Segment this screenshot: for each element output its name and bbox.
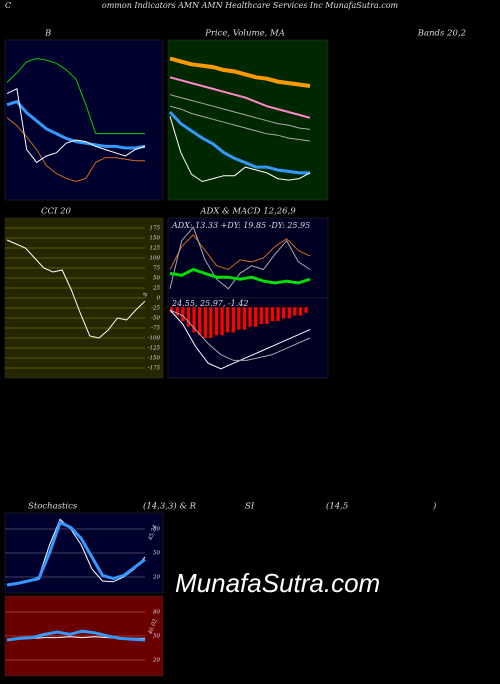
- indicator-line: [169, 226, 311, 290]
- panel-title: Bands 20,2: [417, 29, 466, 39]
- panel: [167, 297, 329, 379]
- panel-title: B: [44, 29, 51, 39]
- y-tick-label: 80: [153, 610, 160, 616]
- annotation: ADX: 13.33 +DY: 19.85 -DY: 25.95: [171, 221, 310, 230]
- panel-title: CCI 20: [41, 207, 71, 217]
- y-tick-label: 20: [152, 575, 160, 581]
- macd-bar: [226, 307, 230, 333]
- y-tick-label: 100: [150, 256, 161, 262]
- indicator-line: [169, 309, 311, 361]
- panel-title: ): [432, 501, 436, 512]
- macd-bar: [231, 307, 235, 333]
- macd-bar: [265, 307, 269, 325]
- macd-bar: [198, 307, 202, 336]
- macd-bar: [304, 307, 308, 313]
- panel-title: (14,3,3) & R: [143, 501, 197, 512]
- y-tick-label: 175: [150, 226, 161, 232]
- panel-title: (14,5: [326, 501, 348, 512]
- panel-title: Price, Volume, MA: [204, 29, 285, 39]
- y-tick-label: 25: [152, 286, 160, 292]
- macd-bar: [259, 307, 263, 325]
- indicator-line: [6, 88, 146, 164]
- y-tick-label: 150: [150, 236, 161, 242]
- y-tick-label: 50: [153, 634, 160, 640]
- indicator-line: [6, 57, 145, 135]
- y-tick-label: 50: [153, 276, 160, 282]
- macd-bar: [209, 307, 213, 338]
- macd-bar: [181, 307, 185, 322]
- macd-bar: [293, 307, 297, 316]
- y-tick-label: 75: [153, 266, 160, 272]
- indicator-line: [6, 629, 146, 642]
- indicator-line: [169, 94, 311, 130]
- y-tick-label: -175: [148, 366, 161, 372]
- y-tick-label: 125: [150, 246, 161, 252]
- y-tick-label: -50: [151, 316, 160, 322]
- annotation: 45.74: [147, 524, 159, 542]
- y-tick-label: -100: [148, 336, 161, 342]
- panel-title: SI: [245, 502, 255, 512]
- y-tick-label: 80: [153, 527, 160, 533]
- annotation: 24.55, 25.97, -1.42: [171, 299, 249, 308]
- indicator-line: [169, 116, 311, 183]
- y-tick-label: -150: [148, 356, 161, 362]
- indicator-line: [169, 105, 311, 142]
- panel-title: ADX & MACD 12,26,9: [199, 207, 296, 217]
- panel: [4, 39, 164, 201]
- macd-bar: [214, 307, 219, 336]
- header-title: ommon Indicators AMN AMN Healthcare Serv…: [102, 1, 399, 10]
- macd-bar: [192, 307, 196, 333]
- macd-bar: [186, 307, 191, 327]
- panel: [167, 217, 329, 299]
- macd-bar: [220, 307, 224, 336]
- indicator-line: [169, 56, 311, 88]
- indicator-line: [6, 117, 145, 183]
- macd-bar: [298, 307, 303, 316]
- y-tick-label: -25: [151, 306, 160, 312]
- macd-bar: [242, 307, 247, 330]
- y-tick-label: -75: [151, 326, 160, 332]
- macd-bar: [282, 307, 286, 319]
- indicator-line: [6, 520, 146, 587]
- header-c: C: [5, 1, 11, 10]
- macd-bar: [248, 307, 252, 327]
- macd-bar: [170, 307, 174, 313]
- watermark: MunafaSutra.com: [175, 568, 380, 598]
- indicator-line: [168, 110, 310, 175]
- macd-bar: [276, 307, 280, 322]
- indicator-line: [169, 76, 311, 119]
- indicator-line: [6, 99, 146, 150]
- macd-bar: [175, 307, 179, 316]
- y-tick-label: 50: [153, 551, 160, 557]
- y-tick-label: -125: [148, 346, 161, 352]
- y-tick-label: 0: [157, 296, 161, 302]
- indicator-line: [169, 267, 311, 285]
- indicator-line: [169, 234, 311, 271]
- macd-bar: [237, 307, 241, 330]
- macd-bar: [270, 307, 275, 322]
- annotation: -8: [143, 292, 150, 299]
- macd-bar: [287, 307, 291, 319]
- y-tick-label: 20: [152, 658, 160, 664]
- indicator-line: [6, 239, 146, 339]
- annotation: 46.02: [147, 618, 159, 636]
- panel-title: Stochastics: [28, 502, 78, 512]
- macd-bar: [254, 307, 258, 327]
- macd-bar: [203, 307, 207, 338]
